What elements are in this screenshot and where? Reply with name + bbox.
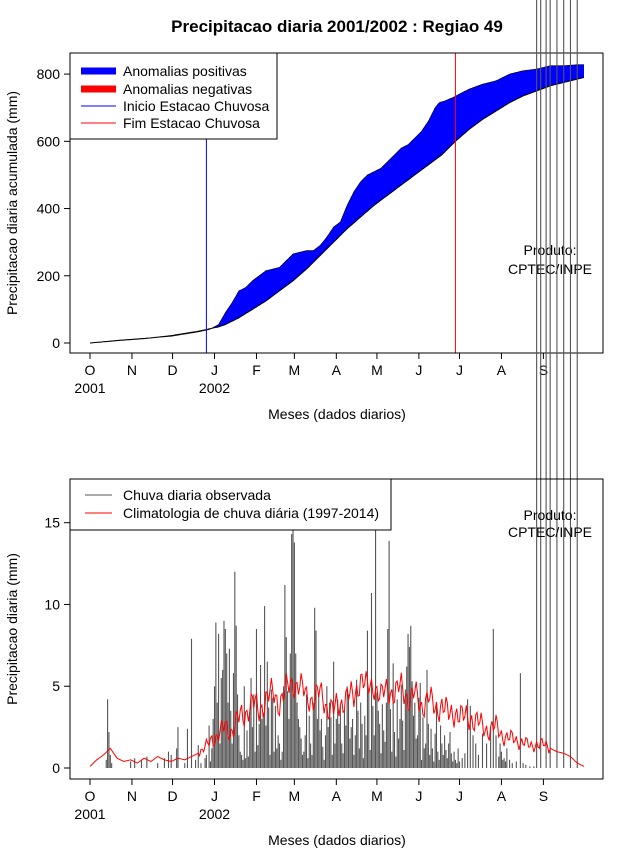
daily-bars-layer: [105, 0, 578, 768]
legend-label: Anomalias negativas: [123, 81, 252, 97]
y-axis: 0 5 10 15: [44, 515, 71, 776]
daily-panel: 0 5 10 15 O N D J F M A M J J A S 2001 2002 Precipitacao…: [4, 0, 604, 848]
legend-box: [69, 52, 278, 140]
cumulative-panel: 0 200 400 600 800 O N D J F M A M J J A S 2001 2002 Preci…: [4, 52, 604, 422]
cumulative-lines-layer: [89, 53, 585, 353]
legend-label: Anomalias positivas: [123, 63, 247, 79]
x-tick-label: D: [167, 362, 177, 378]
x-tick-label: M: [371, 362, 383, 378]
y-tick-label: 15: [44, 515, 60, 531]
x-tick-label: S: [539, 788, 548, 804]
legend-label: Chuva diaria observada: [123, 487, 271, 503]
legend: Chuva diaria observada Climatologia de c…: [69, 478, 392, 531]
x-tick-label: F: [252, 362, 261, 378]
y-axis-label: Precipitacao diaria (mm): [4, 553, 20, 705]
climatology-daily-line: [89, 671, 585, 767]
legend-label: Climatologia de chuva diária (1997-2014): [123, 505, 379, 521]
y-tick-label: 0: [52, 335, 60, 351]
x-tick-label: J: [415, 788, 422, 804]
y-axis: 0 200 400 600 800: [37, 66, 71, 351]
y-tick-label: 0: [52, 760, 60, 776]
y-tick-label: 600: [37, 133, 61, 149]
x-tick-label: A: [332, 788, 342, 804]
x-tick-label: J: [456, 362, 463, 378]
x-tick-label: M: [289, 362, 301, 378]
x-axis: O N D J F M A M J J A S 2001 2002: [74, 778, 548, 822]
figure-title: Precipitacao diaria 2001/2002 : Regiao 4…: [171, 17, 503, 36]
y-tick-label: 5: [52, 678, 60, 694]
x-tick-label: M: [289, 788, 301, 804]
legend-box: [69, 478, 392, 531]
x-tick-label: A: [497, 362, 507, 378]
x-tick-label: J: [456, 788, 463, 804]
legend-label: Inicio Estacao Chuvosa: [123, 98, 270, 114]
x-tick-label: O: [85, 788, 96, 804]
x-axis-label: Meses (dados diarios): [268, 832, 406, 848]
x-tick-label: J: [211, 362, 218, 378]
climatology-layer: [89, 671, 585, 767]
positive-anomaly-area: [211, 64, 585, 329]
x-tick-label: A: [497, 788, 507, 804]
x-tick-label: F: [252, 788, 261, 804]
year-label: 2002: [199, 380, 230, 396]
x-tick-label: N: [127, 362, 137, 378]
x-tick-label: M: [371, 788, 383, 804]
product-label: Produto:: [524, 507, 577, 523]
year-label: 2001: [74, 806, 105, 822]
x-tick-label: S: [539, 362, 548, 378]
x-axis: O N D J F M A M J J A S 2001 2002: [74, 352, 548, 396]
y-tick-label: 800: [37, 66, 61, 82]
x-tick-label: D: [167, 788, 177, 804]
year-label: 2001: [74, 380, 105, 396]
product-source: CPTEC/INPE: [508, 524, 592, 540]
year-label: 2002: [199, 806, 230, 822]
x-tick-label: O: [85, 362, 96, 378]
legend-label: Fim Estacao Chuvosa: [123, 115, 260, 131]
y-tick-label: 200: [37, 268, 61, 284]
y-tick-label: 10: [44, 596, 60, 612]
legend: Anomalias positivas Anomalias negativas …: [69, 52, 278, 140]
x-tick-label: A: [332, 362, 342, 378]
y-tick-label: 400: [37, 201, 61, 217]
climatology-cumulative-line: [89, 76, 585, 344]
x-tick-label: N: [127, 788, 137, 804]
x-tick-label: J: [211, 788, 218, 804]
x-axis-label: Meses (dados diarios): [268, 406, 406, 422]
x-tick-label: J: [415, 362, 422, 378]
observed-cumulative-line: [89, 64, 584, 344]
y-axis-label: Precipitacao diaria acumulada (mm): [4, 91, 20, 315]
